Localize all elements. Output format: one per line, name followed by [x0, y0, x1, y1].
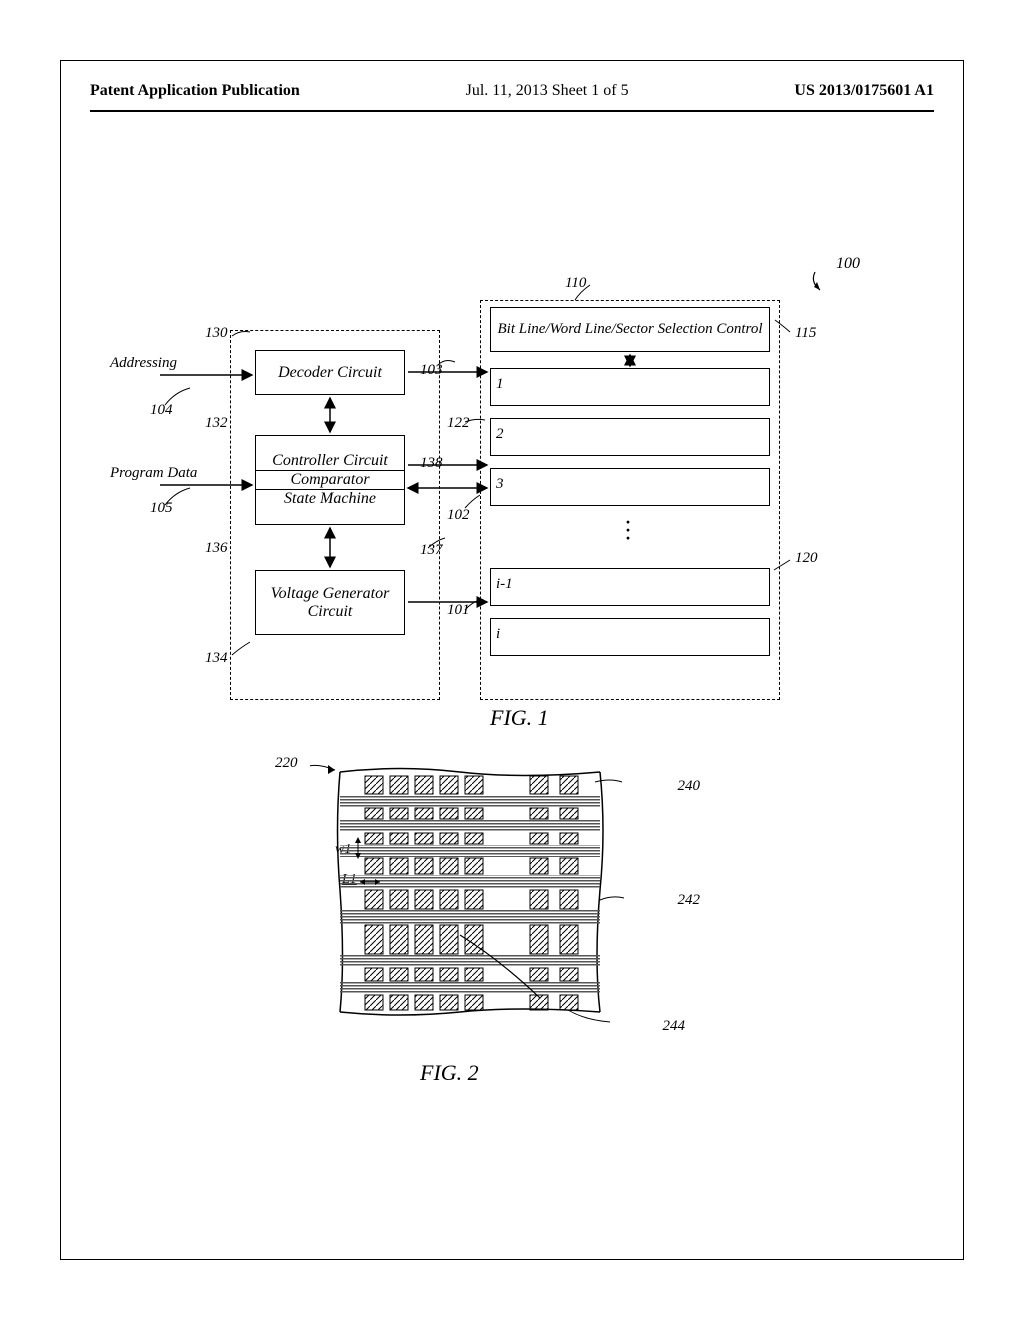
figure-2: 220 240 242 244 w1 L1: [310, 760, 640, 1040]
selection-control-box: Bit Line/Word Line/Sector Selection Cont…: [490, 307, 770, 352]
ref-103: 103: [420, 362, 443, 379]
ref-132: 132: [205, 415, 228, 432]
vertical-dots-icon: ···: [625, 518, 633, 542]
ref-244: 244: [663, 1018, 686, 1035]
ref-101: 101: [447, 602, 470, 619]
header-right: US 2013/0175601 A1: [794, 82, 934, 110]
controller-l2: Comparator: [256, 470, 404, 489]
controller-box: Controller Circuit Comparator State Mach…: [255, 435, 405, 525]
ref-134: 134: [205, 650, 228, 667]
sector-3-label: 3: [496, 476, 504, 493]
ref-122: 122: [447, 415, 470, 432]
ref-138: 138: [420, 455, 443, 472]
decoder-label: Decoder Circuit: [278, 364, 382, 382]
ref-220: 220: [275, 755, 298, 772]
decoder-box: Decoder Circuit: [255, 350, 405, 395]
selection-label: Bit Line/Word Line/Sector Selection Cont…: [498, 321, 763, 338]
header-center: Jul. 11, 2013 Sheet 1 of 5: [466, 82, 629, 110]
header-left: Patent Application Publication: [90, 82, 300, 110]
ref-105: 105: [150, 500, 173, 517]
ref-104: 104: [150, 402, 173, 419]
ref-115: 115: [795, 325, 816, 342]
ref-242: 242: [678, 892, 701, 909]
ref-120: 120: [795, 550, 818, 567]
ref-136: 136: [205, 540, 228, 557]
fig2-caption: FIG. 2: [420, 1060, 479, 1086]
figure-1: 100 Addressing Program Data 130 104 132 …: [160, 270, 800, 710]
sector-i-1: i-1: [490, 568, 770, 606]
fig2-grid: [310, 760, 650, 1050]
addressing-label: Addressing: [110, 355, 177, 372]
sector-i: i: [490, 618, 770, 656]
controller-l3: State Machine: [256, 489, 404, 508]
controller-l1: Controller Circuit: [256, 452, 404, 470]
voltage-label: Voltage Generator Circuit: [256, 585, 404, 621]
sector-2-label: 2: [496, 426, 504, 443]
sector-i-label: i: [496, 626, 500, 643]
ref-100-hook-icon: [810, 270, 840, 295]
ref-102: 102: [447, 507, 470, 524]
ref-240: 240: [678, 778, 701, 795]
fig1-caption: FIG. 1: [490, 705, 549, 731]
ref-130: 130: [205, 325, 228, 342]
page-header: Patent Application Publication Jul. 11, …: [90, 82, 934, 112]
voltage-box: Voltage Generator Circuit: [255, 570, 405, 635]
sector-1-label: 1: [496, 376, 504, 393]
sector-2: 2: [490, 418, 770, 456]
ref-110: 110: [565, 275, 586, 292]
sector-1: 1: [490, 368, 770, 406]
sector-3: 3: [490, 468, 770, 506]
program-data-label: Program Data: [110, 465, 197, 482]
ref-137: 137: [420, 542, 443, 559]
sector-i-1-label: i-1: [496, 576, 513, 593]
